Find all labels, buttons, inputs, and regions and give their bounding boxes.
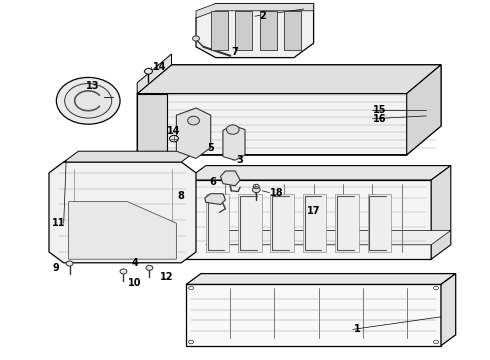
Polygon shape <box>69 202 176 259</box>
Polygon shape <box>235 11 252 50</box>
Text: 10: 10 <box>128 278 142 288</box>
Polygon shape <box>137 54 172 94</box>
Polygon shape <box>176 108 211 158</box>
Polygon shape <box>186 274 456 284</box>
Text: 15: 15 <box>373 105 387 115</box>
Circle shape <box>170 135 178 142</box>
Polygon shape <box>431 166 451 259</box>
Polygon shape <box>211 11 228 50</box>
Polygon shape <box>368 194 391 252</box>
Polygon shape <box>186 284 441 346</box>
Circle shape <box>226 125 239 134</box>
Text: 4: 4 <box>131 258 138 268</box>
Text: 5: 5 <box>207 143 214 153</box>
Text: 14: 14 <box>167 126 181 136</box>
Polygon shape <box>49 162 196 263</box>
Circle shape <box>434 286 439 290</box>
Circle shape <box>56 77 120 124</box>
Text: 9: 9 <box>53 263 60 273</box>
Text: 6: 6 <box>210 177 217 187</box>
Polygon shape <box>335 194 359 252</box>
Polygon shape <box>238 194 262 252</box>
Circle shape <box>145 68 152 74</box>
Circle shape <box>188 116 199 125</box>
Text: 11: 11 <box>52 218 66 228</box>
Text: 1: 1 <box>354 324 361 334</box>
Polygon shape <box>196 4 314 58</box>
Polygon shape <box>441 274 456 346</box>
Circle shape <box>252 187 260 193</box>
Text: 3: 3 <box>237 155 244 165</box>
Text: 13: 13 <box>86 81 100 91</box>
Polygon shape <box>220 171 240 186</box>
Polygon shape <box>206 194 229 252</box>
Circle shape <box>434 340 439 344</box>
Circle shape <box>146 265 153 270</box>
Polygon shape <box>223 125 245 160</box>
Text: 14: 14 <box>152 62 166 72</box>
Polygon shape <box>205 194 225 204</box>
Text: 12: 12 <box>160 272 173 282</box>
Polygon shape <box>64 151 196 162</box>
Polygon shape <box>206 230 451 245</box>
Circle shape <box>66 261 73 266</box>
Polygon shape <box>137 94 167 155</box>
Circle shape <box>120 269 127 274</box>
Text: 17: 17 <box>307 206 320 216</box>
Text: 7: 7 <box>232 47 239 57</box>
Text: 18: 18 <box>270 188 284 198</box>
Circle shape <box>189 340 194 344</box>
Polygon shape <box>284 11 301 50</box>
Text: 16: 16 <box>373 114 387 124</box>
Polygon shape <box>270 194 294 252</box>
Polygon shape <box>137 65 441 155</box>
Text: 2: 2 <box>259 11 266 21</box>
Polygon shape <box>260 11 277 50</box>
Text: 8: 8 <box>177 191 184 201</box>
Circle shape <box>193 36 199 41</box>
Polygon shape <box>186 180 431 259</box>
Polygon shape <box>137 65 441 94</box>
Polygon shape <box>186 166 451 180</box>
Circle shape <box>189 286 194 290</box>
Polygon shape <box>407 65 441 155</box>
Circle shape <box>65 84 112 118</box>
Polygon shape <box>303 194 326 252</box>
Polygon shape <box>196 4 314 18</box>
